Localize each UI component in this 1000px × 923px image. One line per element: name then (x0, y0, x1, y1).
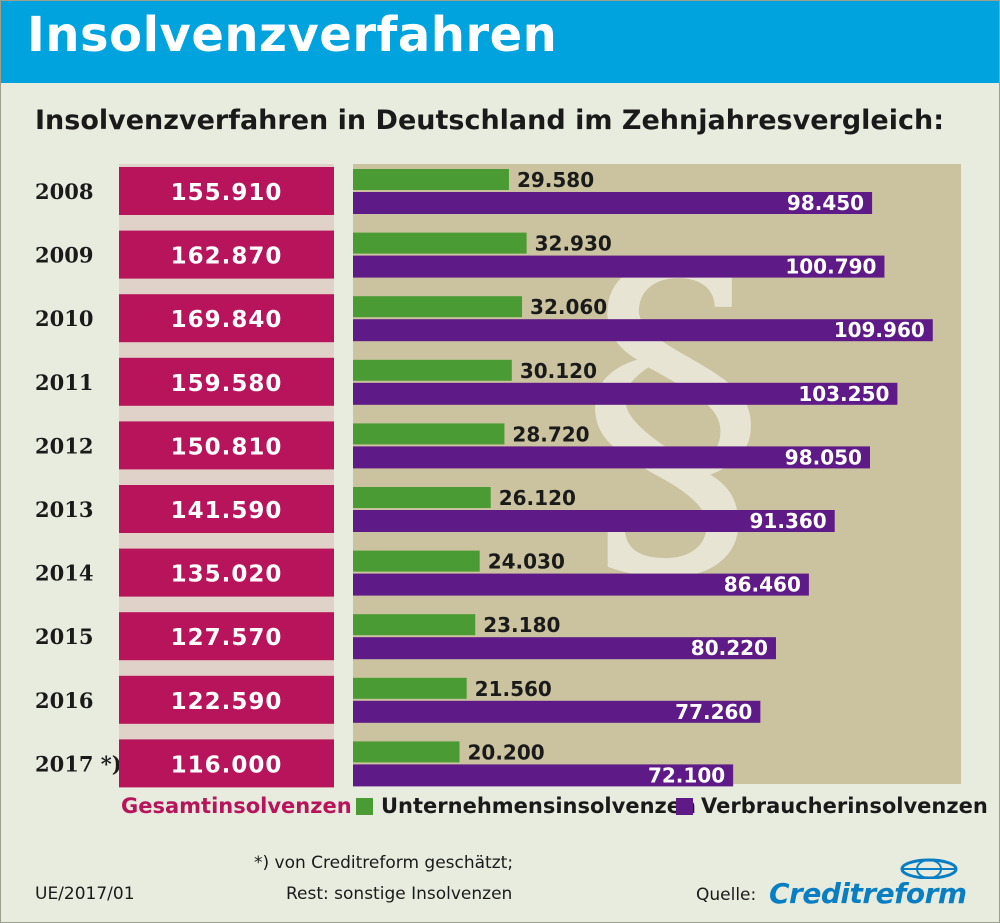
consumer-value-label: 72.100 (648, 763, 725, 787)
footnote-rest: Rest: sonstige Insolvenzen (286, 884, 513, 904)
total-value-label: 135.020 (171, 562, 283, 588)
total-value-label: 150.810 (171, 434, 283, 460)
consumer-bar (353, 573, 809, 596)
consumer-bar (353, 764, 734, 787)
total-bar (119, 612, 334, 661)
business-bar (353, 487, 491, 508)
legend-consumer: Verbraucherinsolvenzen (701, 794, 988, 818)
total-bar (119, 485, 334, 533)
year-label: 2017 *) (35, 751, 122, 776)
consumer-bar (353, 319, 933, 342)
consumer-value-label: 98.450 (787, 191, 864, 215)
consumer-bar (353, 637, 776, 660)
business-bar (353, 550, 480, 572)
consumer-value-label: 103.250 (798, 382, 889, 406)
total-value-label: 155.910 (171, 180, 283, 206)
total-bar (119, 739, 334, 788)
business-bar (353, 359, 512, 381)
brand-logo: Creditreform (769, 877, 967, 910)
year-label: 2008 (35, 179, 93, 204)
legend-swatch-consumer (676, 798, 693, 815)
year-label: 2010 (35, 306, 93, 331)
total-value-label: 162.870 (171, 244, 283, 270)
business-value-label: 20.200 (468, 740, 545, 764)
document-code: UE/2017/01 (35, 884, 135, 904)
total-value-label: 159.580 (171, 371, 283, 397)
year-label: 2016 (35, 688, 93, 713)
business-bar (353, 232, 527, 254)
consumer-value-label: 109.960 (834, 318, 925, 342)
source-label: Quelle: (696, 885, 757, 905)
total-bar (119, 421, 334, 470)
year-label: 2013 (35, 497, 93, 522)
consumer-value-label: 100.790 (785, 255, 876, 279)
consumer-bar (353, 510, 835, 532)
header-bar: Insolvenzverfahren (1, 1, 999, 83)
consumer-value-label: 91.360 (750, 509, 827, 533)
total-bar (119, 230, 334, 279)
year-label: 2009 (35, 243, 93, 268)
total-bar (119, 294, 334, 343)
business-bar (353, 677, 467, 699)
consumer-value-label: 77.260 (675, 700, 752, 724)
total-value-label: 116.000 (171, 752, 283, 778)
total-bar (119, 548, 334, 597)
consumer-bar (353, 446, 870, 469)
page-title: Insolvenzverfahren (27, 7, 558, 63)
legend-business: Unternehmensinsolvenzen (381, 794, 696, 818)
business-bar (353, 169, 509, 190)
consumer-bar (353, 192, 873, 214)
business-value-label: 23.180 (483, 613, 560, 637)
business-value-label: 21.560 (475, 677, 552, 701)
consumer-bar (353, 255, 885, 278)
legend-swatch-business (356, 798, 373, 815)
business-bar (353, 423, 505, 445)
business-value-label: 30.120 (520, 359, 597, 383)
business-value-label: 32.930 (535, 232, 612, 256)
total-value-label: 122.590 (171, 689, 283, 715)
business-value-label: 28.720 (512, 422, 589, 446)
business-bar (353, 296, 523, 318)
total-bar (119, 675, 334, 724)
footnote-estimate: *) von Creditreform geschätzt; (254, 853, 514, 873)
total-value-label: 127.570 (171, 625, 283, 651)
business-bar (353, 741, 460, 763)
total-bar (119, 167, 334, 215)
business-value-label: 32.060 (530, 295, 607, 319)
consumer-bar (353, 700, 761, 723)
year-label: 2012 (35, 433, 93, 458)
legend-total: Gesamtinsolvenzen (121, 794, 352, 818)
business-value-label: 26.120 (499, 486, 576, 510)
business-value-label: 24.030 (488, 550, 565, 574)
consumer-value-label: 98.050 (785, 445, 862, 469)
consumer-bar (353, 382, 898, 405)
total-bar (119, 357, 334, 406)
globe-icon (900, 858, 958, 879)
consumer-value-label: 80.220 (691, 636, 768, 660)
consumer-value-label: 86.460 (724, 573, 801, 597)
year-label: 2015 (35, 624, 93, 649)
business-value-label: 29.580 (517, 168, 594, 192)
year-label: 2014 (35, 561, 93, 586)
business-bar (353, 614, 476, 636)
total-value-label: 141.590 (171, 498, 283, 524)
total-value-label: 169.840 (171, 307, 283, 333)
year-label: 2011 (35, 370, 93, 395)
chart-subtitle: Insolvenzverfahren in Deutschland im Zeh… (35, 105, 945, 136)
